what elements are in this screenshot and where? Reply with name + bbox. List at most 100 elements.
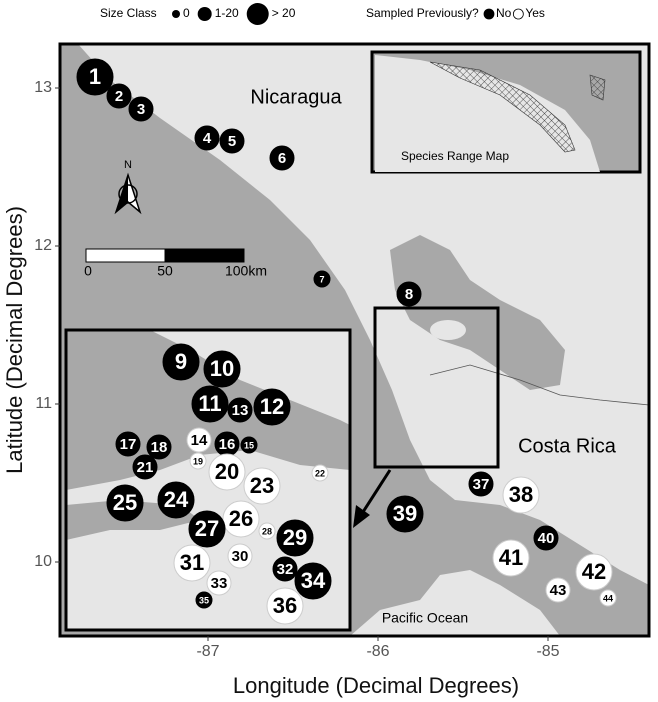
site-marker bbox=[575, 553, 613, 591]
site-label: 4 bbox=[203, 130, 212, 147]
zoom-box bbox=[373, 306, 500, 469]
site-marker bbox=[203, 350, 241, 388]
site-label: 9 bbox=[175, 349, 187, 374]
site-label: 21 bbox=[137, 459, 154, 476]
site-marker bbox=[146, 434, 172, 460]
site-marker bbox=[191, 385, 229, 423]
scale-bar bbox=[85, 248, 166, 263]
legend-symbol bbox=[512, 8, 524, 20]
site-label: 13 bbox=[232, 402, 249, 419]
site-marker bbox=[76, 58, 114, 96]
y-tick-label: 11 bbox=[35, 395, 52, 412]
y-axis-title: Latitude (Decimal Degrees) bbox=[2, 206, 27, 474]
site-label: 29 bbox=[283, 525, 307, 550]
x-tick-label: -86 bbox=[366, 643, 389, 660]
inset-title: Species Range Map bbox=[401, 149, 509, 163]
site-label: 26 bbox=[229, 506, 253, 531]
place-label: Pacific Ocean bbox=[382, 610, 468, 626]
site-label: 33 bbox=[211, 575, 228, 592]
site-marker bbox=[468, 471, 494, 497]
legend-symbol bbox=[197, 7, 212, 21]
site-marker bbox=[106, 484, 144, 522]
axis-ticks: -87 -86 -85 13 12 11 10 bbox=[34, 79, 559, 660]
lake bbox=[390, 235, 565, 390]
border bbox=[429, 364, 650, 406]
site-marker bbox=[194, 125, 220, 151]
x-tick-label: -85 bbox=[536, 643, 559, 660]
scale-label: 0 bbox=[84, 263, 92, 279]
site-marker bbox=[206, 570, 232, 596]
legend: Size Class 0 1-20 > 20 Sampled Previously? No… bbox=[100, 3, 545, 25]
site-label: 23 bbox=[250, 473, 274, 498]
site-marker bbox=[492, 539, 530, 577]
site-label: 18 bbox=[151, 439, 168, 456]
x-tick-label: -87 bbox=[196, 643, 219, 660]
legend-label: 0 bbox=[183, 6, 190, 20]
range-land bbox=[375, 55, 600, 172]
site-marker bbox=[502, 476, 540, 514]
site-label: 22 bbox=[315, 468, 325, 478]
legend-label: > 20 bbox=[272, 6, 296, 20]
site-marker bbox=[276, 519, 314, 557]
y-tick-label: 13 bbox=[34, 79, 52, 96]
site-marker bbox=[227, 543, 253, 569]
site-marker bbox=[186, 427, 212, 453]
site-label: 42 bbox=[582, 559, 606, 584]
site-label: 16 bbox=[219, 436, 236, 453]
site-label: 30 bbox=[232, 548, 249, 565]
zoom-arrow bbox=[361, 469, 392, 513]
site-label: 15 bbox=[244, 440, 254, 450]
site-marker bbox=[188, 510, 226, 548]
island bbox=[430, 320, 466, 340]
scale-label: 50 bbox=[157, 263, 173, 279]
site-label: 10 bbox=[210, 356, 234, 381]
site-marker bbox=[269, 145, 295, 171]
site-label: 17 bbox=[120, 436, 137, 453]
site-label: 40 bbox=[538, 530, 555, 547]
y-tick-label: 12 bbox=[34, 237, 52, 254]
site-label: 36 bbox=[273, 593, 297, 618]
site-label: 37 bbox=[473, 476, 490, 493]
site-label: 2 bbox=[115, 88, 123, 105]
north-label: N bbox=[124, 159, 132, 171]
site-label: 12 bbox=[260, 394, 284, 419]
legend-symbol bbox=[483, 8, 495, 20]
scale-bar bbox=[164, 248, 245, 263]
scale-label: 100km bbox=[225, 263, 267, 279]
site-marker bbox=[313, 270, 331, 288]
range-area bbox=[589, 74, 606, 101]
site-label: 41 bbox=[499, 545, 523, 570]
site-label: 43 bbox=[550, 582, 567, 599]
site-marker bbox=[386, 495, 424, 533]
legend-symbol bbox=[172, 10, 180, 18]
site-label: 5 bbox=[228, 133, 236, 150]
site-marker bbox=[243, 467, 281, 505]
site-label: 24 bbox=[164, 487, 189, 512]
site-label: 44 bbox=[603, 593, 613, 603]
site-marker bbox=[195, 591, 213, 609]
site-marker bbox=[173, 544, 211, 582]
legend-label: Yes bbox=[525, 6, 545, 20]
site-label: 14 bbox=[191, 432, 208, 449]
site-marker bbox=[132, 454, 158, 480]
site-label: 20 bbox=[215, 459, 239, 484]
site-label: 6 bbox=[278, 150, 286, 167]
site-marker bbox=[219, 128, 245, 154]
site-label: 34 bbox=[301, 568, 326, 593]
site-marker bbox=[396, 281, 422, 307]
site-marker bbox=[599, 589, 617, 607]
site-marker bbox=[266, 587, 304, 625]
site-marker bbox=[162, 343, 200, 381]
site-label: 31 bbox=[180, 550, 204, 575]
legend-label: 1-20 bbox=[215, 6, 239, 20]
site-marker bbox=[533, 525, 559, 551]
site-marker bbox=[208, 453, 246, 491]
site-label: 11 bbox=[198, 391, 221, 416]
site-label: 8 bbox=[405, 286, 413, 303]
legend-title: Sampled Previously? bbox=[366, 6, 479, 20]
zoom-inset bbox=[64, 328, 352, 632]
site-label: 38 bbox=[509, 482, 533, 507]
